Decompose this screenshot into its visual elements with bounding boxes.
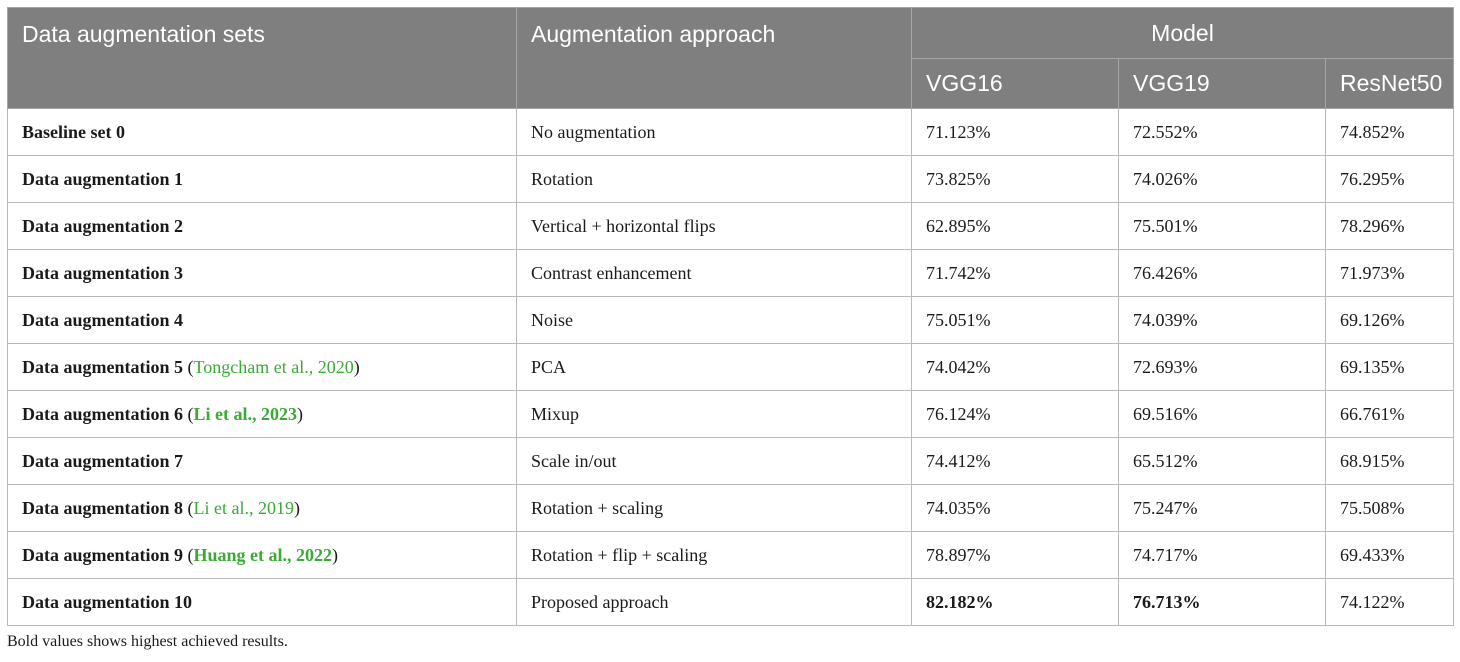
table-row: Data augmentation 3 Contrast enhancement 7… bbox=[7, 249, 1454, 297]
cell-approach: No augmentation bbox=[516, 108, 912, 156]
cell-set: Data augmentation 3 bbox=[7, 249, 517, 297]
cell-approach: Rotation + flip + scaling bbox=[516, 531, 912, 579]
cell-resnet50: 75.508% bbox=[1325, 484, 1454, 532]
cell-approach: Mixup bbox=[516, 390, 912, 438]
cell-approach: Scale in/out bbox=[516, 437, 912, 485]
cell-approach: PCA bbox=[516, 343, 912, 391]
cell-vgg16: 76.124% bbox=[911, 390, 1119, 438]
citation-link[interactable]: Tongcham et al., 2020 bbox=[193, 356, 354, 377]
cell-set: Data augmentation 6 (Li et al., 2023) bbox=[7, 390, 517, 438]
cell-set: Data augmentation 8 (Li et al., 2019) bbox=[7, 484, 517, 532]
cell-vgg16: 74.035% bbox=[911, 484, 1119, 532]
cell-set: Baseline set 0 bbox=[7, 108, 517, 156]
set-label: Data augmentation 5 bbox=[22, 356, 183, 377]
cell-vgg16: 71.742% bbox=[911, 249, 1119, 297]
set-label: Baseline set 0 bbox=[22, 121, 125, 142]
header-sets: Data augmentation sets bbox=[7, 7, 517, 109]
cell-vgg16: 74.412% bbox=[911, 437, 1119, 485]
header-vgg19: VGG19 bbox=[1118, 58, 1326, 109]
citation-link[interactable]: Li et al., 2023 bbox=[193, 403, 298, 424]
cell-vgg16: 78.897% bbox=[911, 531, 1119, 579]
header-model: Model bbox=[911, 7, 1454, 59]
citation-link[interactable]: Li et al., 2019 bbox=[193, 497, 294, 518]
cell-approach: Rotation + scaling bbox=[516, 484, 912, 532]
cell-vgg19: 75.501% bbox=[1118, 202, 1326, 250]
cell-set: Data augmentation 4 bbox=[7, 296, 517, 344]
table-row: Data augmentation 7 Scale in/out 74.412% 65… bbox=[7, 437, 1454, 485]
set-label: Data augmentation 6 bbox=[22, 403, 183, 424]
cell-set: Data augmentation 9 (Huang et al., 2022) bbox=[7, 531, 517, 579]
results-table: Data augmentation sets Augmentation appr… bbox=[7, 7, 1454, 626]
cell-resnet50: 69.126% bbox=[1325, 296, 1454, 344]
cell-approach: Vertical + horizontal flips bbox=[516, 202, 912, 250]
table-row: Data augmentation 5 (Tongcham et al., 20… bbox=[7, 343, 1454, 391]
cell-vgg19: 74.039% bbox=[1118, 296, 1326, 344]
cell-vgg16: 73.825% bbox=[911, 155, 1119, 203]
cell-set: Data augmentation 10 bbox=[7, 578, 517, 626]
set-label: Data augmentation 10 bbox=[22, 591, 192, 612]
cell-vgg19: 69.516% bbox=[1118, 390, 1326, 438]
cell-resnet50: 74.852% bbox=[1325, 108, 1454, 156]
cell-vgg16: 82.182% bbox=[911, 578, 1119, 626]
cell-vgg19: 76.426% bbox=[1118, 249, 1326, 297]
cell-vgg19: 75.247% bbox=[1118, 484, 1326, 532]
cell-vgg19: 65.512% bbox=[1118, 437, 1326, 485]
cell-vgg16: 71.123% bbox=[911, 108, 1119, 156]
table-row: Data augmentation 1 Rotation 73.825% 74.026… bbox=[7, 155, 1454, 203]
cell-resnet50: 78.296% bbox=[1325, 202, 1454, 250]
cell-set: Data augmentation 5 (Tongcham et al., 20… bbox=[7, 343, 517, 391]
citation-link[interactable]: Huang et al., 2022 bbox=[193, 544, 333, 565]
cell-vgg19: 76.713% bbox=[1118, 578, 1326, 626]
set-label: Data augmentation 7 bbox=[22, 450, 183, 471]
table-header: Data augmentation sets Augmentation appr… bbox=[7, 7, 1454, 109]
table-body: Baseline set 0 No augmentation 71.123% 72.5… bbox=[7, 108, 1454, 626]
table-row: Data augmentation 8 (Li et al., 2019) Rot… bbox=[7, 484, 1454, 532]
cell-set: Data augmentation 1 bbox=[7, 155, 517, 203]
table-row: Data augmentation 9 (Huang et al., 2022)… bbox=[7, 531, 1454, 579]
table-footnote: Bold values shows highest achieved resul… bbox=[7, 633, 288, 650]
set-label: Data augmentation 3 bbox=[22, 262, 183, 283]
cell-set: Data augmentation 2 bbox=[7, 202, 517, 250]
set-label: Data augmentation 9 bbox=[22, 544, 183, 565]
cell-resnet50: 69.135% bbox=[1325, 343, 1454, 391]
cell-set: Data augmentation 7 bbox=[7, 437, 517, 485]
set-label: Data augmentation 4 bbox=[22, 309, 183, 330]
cell-approach: Rotation bbox=[516, 155, 912, 203]
header-resnet50: ResNet50 bbox=[1325, 58, 1454, 109]
set-label: Data augmentation 8 bbox=[22, 497, 183, 518]
cell-vgg19: 72.693% bbox=[1118, 343, 1326, 391]
cell-resnet50: 71.973% bbox=[1325, 249, 1454, 297]
cell-vgg19: 72.552% bbox=[1118, 108, 1326, 156]
cell-resnet50: 68.915% bbox=[1325, 437, 1454, 485]
header-approach: Augmentation approach bbox=[516, 7, 912, 109]
header-vgg16: VGG16 bbox=[911, 58, 1119, 109]
cell-approach: Contrast enhancement bbox=[516, 249, 912, 297]
cell-vgg16: 74.042% bbox=[911, 343, 1119, 391]
cell-resnet50: 69.433% bbox=[1325, 531, 1454, 579]
cell-resnet50: 74.122% bbox=[1325, 578, 1454, 626]
cell-approach: Proposed approach bbox=[516, 578, 912, 626]
table-row: Baseline set 0 No augmentation 71.123% 72.5… bbox=[7, 108, 1454, 156]
set-label: Data augmentation 1 bbox=[22, 168, 183, 189]
table-row: Data augmentation 10 Proposed approach 82.… bbox=[7, 578, 1454, 626]
set-label: Data augmentation 2 bbox=[22, 215, 183, 236]
cell-vgg19: 74.717% bbox=[1118, 531, 1326, 579]
cell-vgg19: 74.026% bbox=[1118, 155, 1326, 203]
table-row: Data augmentation 4 Noise 75.051% 74.039% 69… bbox=[7, 296, 1454, 344]
cell-resnet50: 66.761% bbox=[1325, 390, 1454, 438]
table-row: Data augmentation 2 Vertical + horizontal… bbox=[7, 202, 1454, 250]
cell-vgg16: 62.895% bbox=[911, 202, 1119, 250]
cell-approach: Noise bbox=[516, 296, 912, 344]
cell-vgg16: 75.051% bbox=[911, 296, 1119, 344]
cell-resnet50: 76.295% bbox=[1325, 155, 1454, 203]
table-row: Data augmentation 6 (Li et al., 2023) Mix… bbox=[7, 390, 1454, 438]
